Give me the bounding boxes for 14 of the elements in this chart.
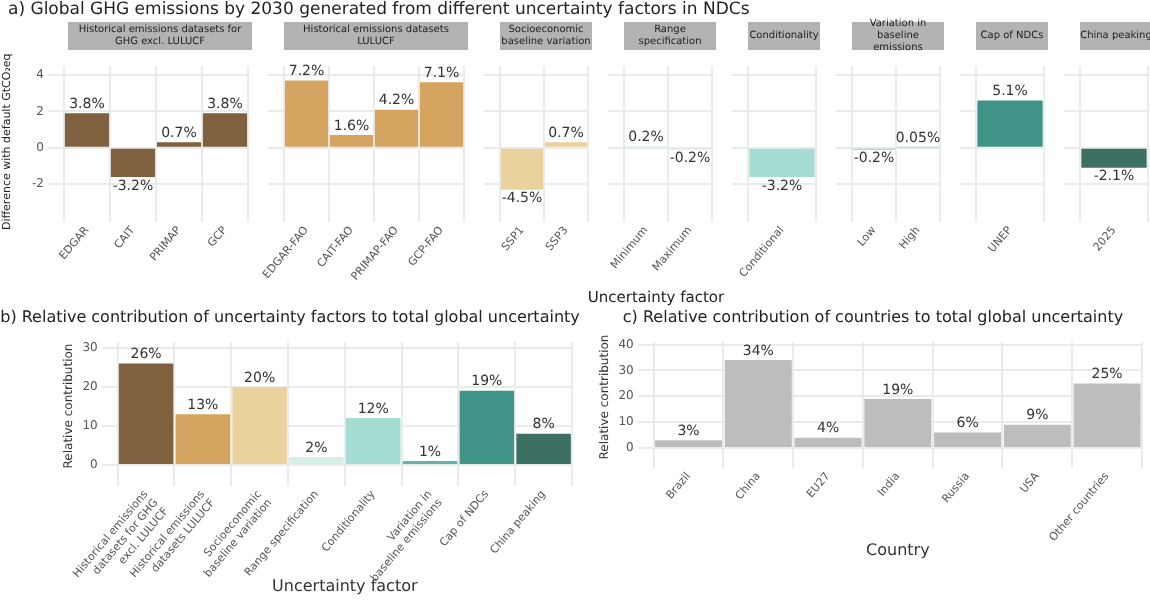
bar	[118, 363, 174, 464]
bar	[64, 113, 110, 147]
x-axis-title: Uncertainty factor	[272, 576, 419, 595]
bar	[289, 457, 344, 464]
bar	[459, 390, 515, 464]
chart-title: b) Relative contribution of uncertainty factors to total global uncertainty	[0, 308, 580, 326]
bar	[516, 433, 571, 464]
x-axis-title: Country	[866, 540, 931, 559]
bar	[110, 148, 156, 177]
text: a) Global GHG emissions by 2030 generated from different uncertainty factors in NDCs	[8, 0, 750, 20]
bar	[175, 414, 231, 464]
bar	[345, 418, 401, 464]
bar	[232, 386, 287, 464]
chart-title: c) Relative contribution of countries to total global uncertainty	[620, 308, 1126, 326]
